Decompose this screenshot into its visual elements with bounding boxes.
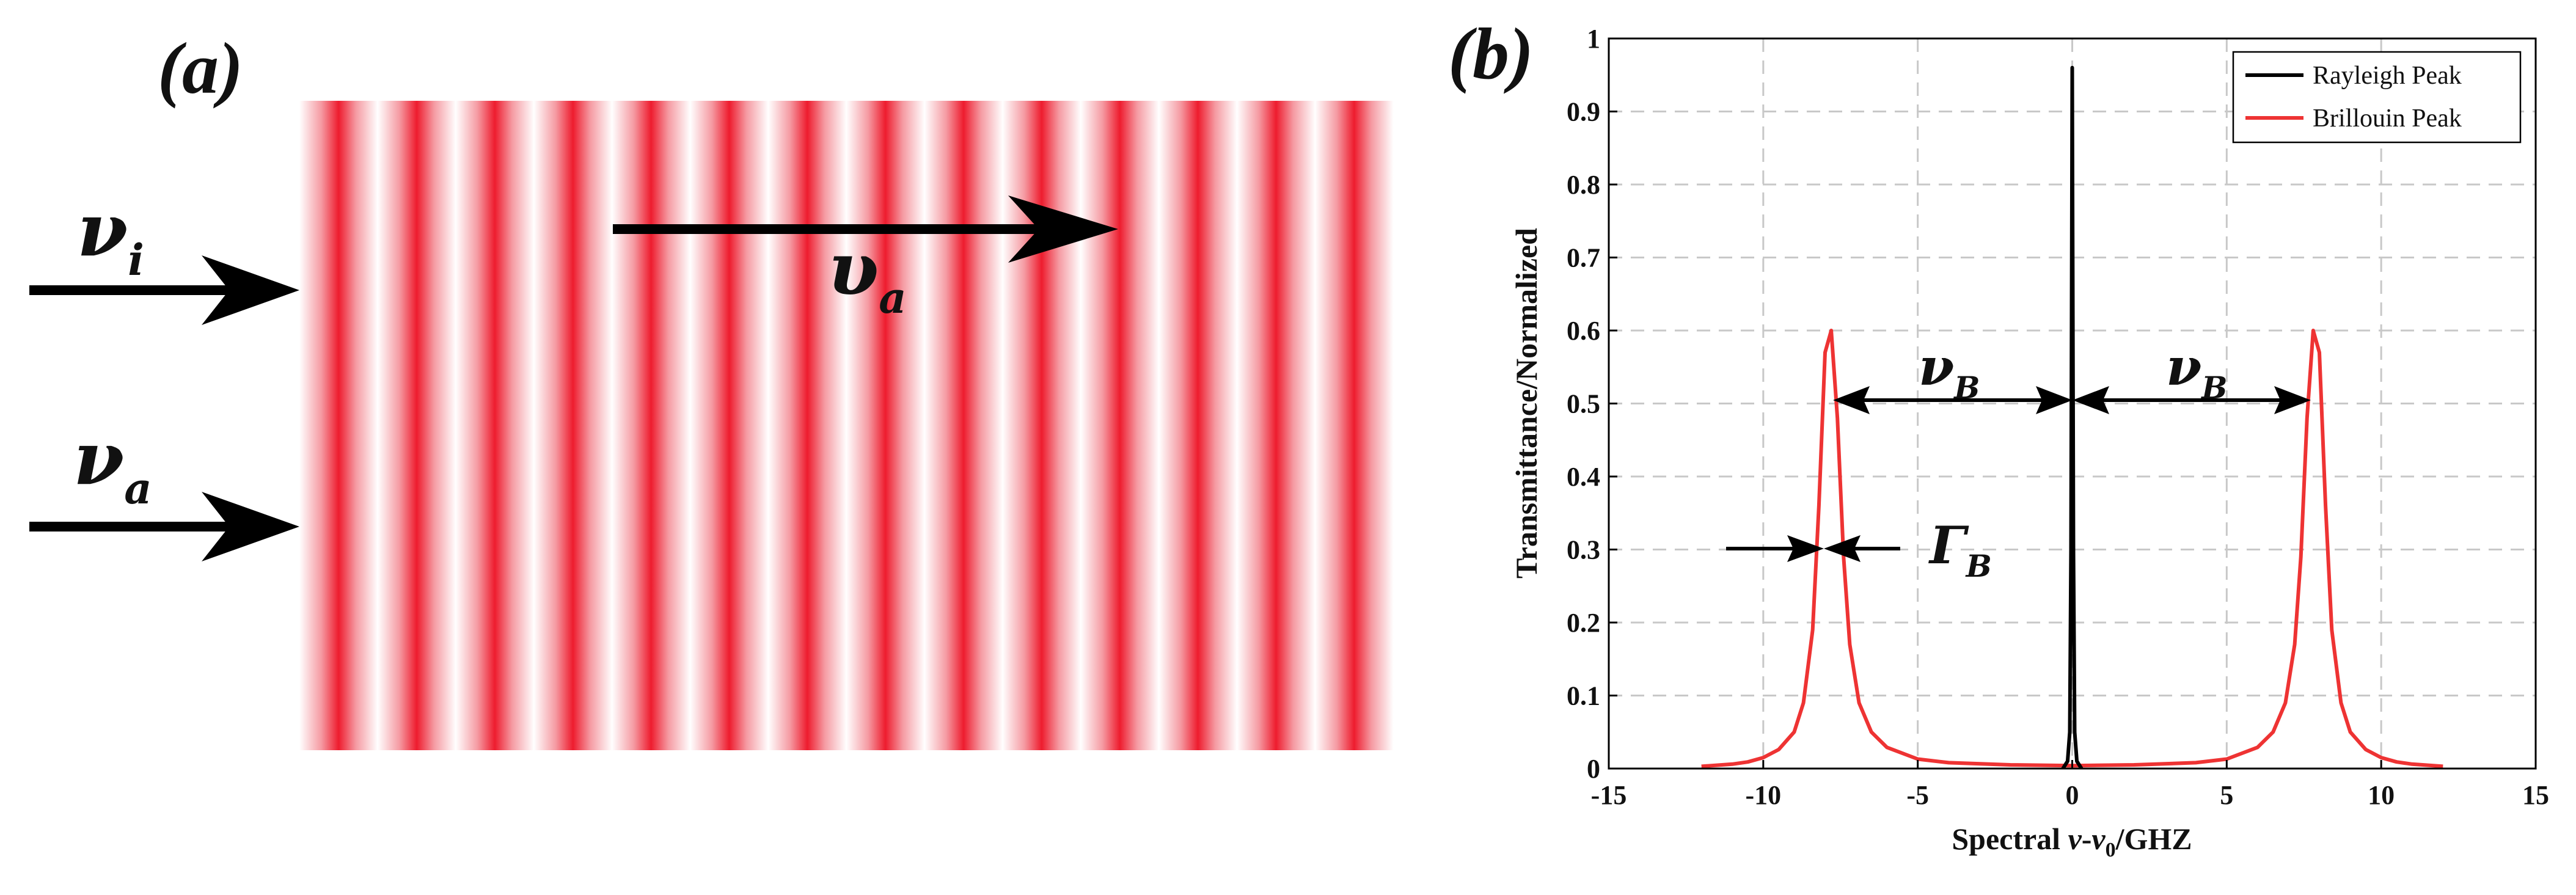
x-tick-label: -15	[1591, 780, 1627, 810]
y-tick-label: 0	[1587, 754, 1600, 784]
legend-label-rayleigh: Rayleigh Peak	[2313, 62, 2462, 90]
acoustic-frequency-label: νa	[73, 415, 152, 514]
shift-arrow-right	[2073, 386, 2311, 414]
y-axis-label: Transmittance/Normalized	[1509, 228, 1543, 579]
x-tick-label: 15	[2522, 780, 2549, 810]
panel-b: (b) -15 -10 -5 0 5 10 15 0 0.1 0.2 0.3 0.4 0.5 0.6 0.…	[1448, 13, 2549, 861]
fringe-band	[1080, 101, 1159, 750]
panel-b-tag: (b)	[1448, 13, 1534, 94]
fringe-band	[846, 101, 925, 750]
series-line-rayleigh	[2061, 65, 2084, 769]
x-tick-label: 5	[2220, 780, 2233, 810]
linewidth-arrows	[1726, 535, 1900, 562]
panel-a-tag: (a)	[158, 27, 243, 109]
x-tick-label: 10	[2368, 780, 2395, 810]
fringe-band	[1315, 101, 1394, 750]
y-tick-label: 0.4	[1567, 462, 1600, 492]
acoustic-wave-fringes	[299, 101, 1394, 750]
y-tick-label: 0.1	[1567, 681, 1600, 711]
fringe-band	[377, 101, 456, 750]
x-tick-label: 0	[2066, 780, 2079, 810]
x-tick-labels: -15 -10 -5 0 5 10 15	[1591, 760, 2549, 810]
velocity-arrow	[613, 195, 1118, 263]
legend-box	[2232, 51, 2522, 144]
fringe-band	[533, 101, 612, 750]
fringe-band	[1158, 101, 1237, 750]
y-tick-label: 0.8	[1567, 170, 1600, 200]
x-axis-label: Spectral ν-ν0/GHZ	[1952, 822, 2192, 861]
fringe-band	[768, 101, 847, 750]
y-tick-label: 0.5	[1567, 389, 1600, 419]
legend: Rayleigh Peak Brillouin Peak	[2232, 51, 2522, 144]
x-tick-label: -10	[1746, 780, 1782, 810]
y-tick-label: 0.7	[1567, 243, 1600, 273]
acoustic-wave-arrow	[29, 492, 299, 561]
fringe-band	[690, 101, 769, 750]
shift-label-left: νB	[1919, 337, 1980, 406]
y-tick-label: 0.3	[1567, 535, 1600, 565]
fringe-band	[299, 101, 378, 750]
shift-arrow-left	[1833, 386, 2073, 414]
velocity-label: υa	[828, 226, 907, 323]
fringe-band	[455, 101, 535, 750]
y-tick-label: 1	[1587, 24, 1600, 54]
fringe-band	[924, 101, 1003, 750]
y-tick-label: 0.6	[1567, 316, 1600, 346]
y-tick-labels: 0 0.1 0.2 0.3 0.4 0.5 0.6 0.7 0.8 0.9 1	[1567, 24, 1617, 784]
fringe-band	[1237, 101, 1315, 750]
x-tick-label: -5	[1906, 780, 1929, 810]
incident-wave-arrow	[29, 255, 299, 325]
fringe-band	[612, 101, 690, 750]
incident-frequency-label: νi	[77, 187, 144, 285]
y-tick-label: 0.2	[1567, 608, 1600, 638]
linewidth-label: ΓB	[1928, 515, 1992, 584]
panel-a: (a) νi νa υa	[29, 27, 1394, 750]
shift-label-right: νB	[2166, 337, 2228, 406]
legend-label-brillouin: Brillouin Peak	[2313, 104, 2462, 133]
y-tick-label: 0.9	[1567, 97, 1600, 127]
